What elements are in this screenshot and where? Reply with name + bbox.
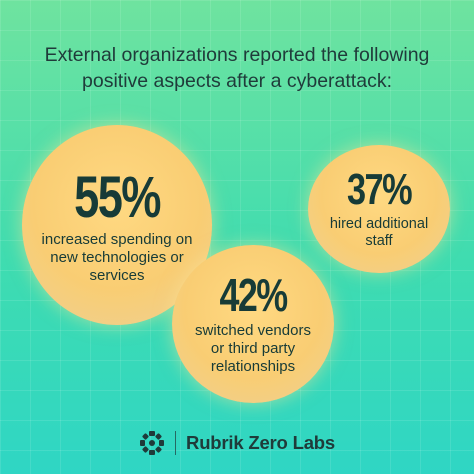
footer-brand: Rubrik Zero Labs [0,428,474,458]
stat-bubble-42: 42% switched vendors or third party rela… [172,245,334,403]
stat-description: hired additional staff [330,216,428,250]
stat-description-line: services [89,267,145,284]
stat-description: switched vendors or third party relation… [195,322,311,376]
stat-percent: 37% [346,165,413,214]
headline-line-2: positive aspects after a cyberattack: [82,70,392,92]
stat-description-line: new technologies or [50,249,184,266]
stat-bubble-55: 55% increased spending on new technologi… [22,125,212,325]
stat-bubble-37: 37% hired additional staff [308,145,450,273]
stat-percent: 42% [219,269,288,321]
headline: External organizations reported the foll… [20,42,454,94]
stat-description-line: staff [365,233,393,249]
brand-name: Rubrik Zero Labs [186,432,335,453]
stat-description-line: hired additional [329,216,429,232]
rubrik-logo-icon [140,431,165,455]
stat-percent: 55% [74,165,161,230]
stat-description-line: switched vendors [195,322,311,339]
stat-description-line: relationships [210,358,296,375]
stat-description: increased spending on new technologies o… [42,231,193,285]
stat-description-line: increased spending on [41,231,193,248]
footer-divider [175,431,177,455]
stat-description-line: or third party [210,340,296,357]
headline-line-1: External organizations reported the foll… [44,44,430,66]
